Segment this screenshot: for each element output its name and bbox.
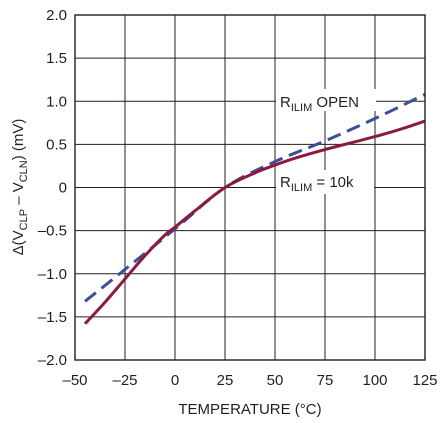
y-tick-label: –2.0 — [38, 352, 67, 369]
series-label-10k-main: R — [280, 174, 291, 191]
x-tick-label: 75 — [317, 372, 334, 389]
y-tick-label: –1.0 — [38, 266, 67, 283]
x-tick-label: 25 — [217, 372, 234, 389]
y-tick-label: 2.0 — [46, 7, 67, 24]
y-axis-title-sub1: CLP — [18, 209, 30, 230]
series-label-10k-sub: ILIM — [291, 182, 312, 194]
x-tick-label: 50 — [267, 372, 284, 389]
x-tick-label: –25 — [112, 372, 137, 389]
series-label-open: RILIM OPEN — [280, 94, 359, 114]
series-label-10k: RILIM = 10k — [280, 174, 354, 194]
label-10k-background — [276, 170, 374, 194]
x-tick-label: 125 — [412, 372, 437, 389]
x-tick-label: 100 — [362, 372, 387, 389]
y-axis-title-suffix: ) (mV) — [10, 119, 27, 161]
series-line-open — [84, 92, 426, 303]
label-open-background — [276, 89, 376, 111]
y-tick-labels: 2.0 1.5 1.0 0.5 0 –0.5 –1.0 –1.5 –2.0 — [38, 7, 67, 369]
series-label-open-suffix: OPEN — [312, 94, 359, 111]
y-tick-label: 0.5 — [46, 136, 67, 153]
plot-frame — [74, 14, 426, 361]
y-axis-title-prefix: Δ(V — [10, 230, 27, 255]
series-label-open-sub: ILIM — [291, 102, 312, 114]
y-tick-label: 1.0 — [46, 93, 67, 110]
series-label-10k-suffix: = 10k — [312, 174, 354, 191]
y-tick-label: –1.5 — [38, 309, 67, 326]
y-axis-title-sub2: CLN — [18, 160, 30, 182]
x-tick-label: 0 — [171, 372, 179, 389]
y-axis-title: Δ(VCLP – VCLN) (mV) — [10, 119, 30, 256]
x-tick-labels: –50 –25 0 25 50 75 100 125 — [62, 372, 437, 389]
y-tick-label: 0 — [59, 180, 67, 197]
x-axis-title: TEMPERATURE (°C) — [178, 401, 321, 418]
series-line-10k — [83, 119, 426, 325]
series-layer — [83, 92, 426, 325]
y-tick-label: –0.5 — [38, 223, 67, 240]
y-axis-title-middle: – V — [10, 182, 27, 209]
y-tick-label: 1.5 — [46, 50, 67, 67]
series-label-open-main: R — [280, 94, 291, 111]
x-tick-label: –50 — [62, 372, 87, 389]
